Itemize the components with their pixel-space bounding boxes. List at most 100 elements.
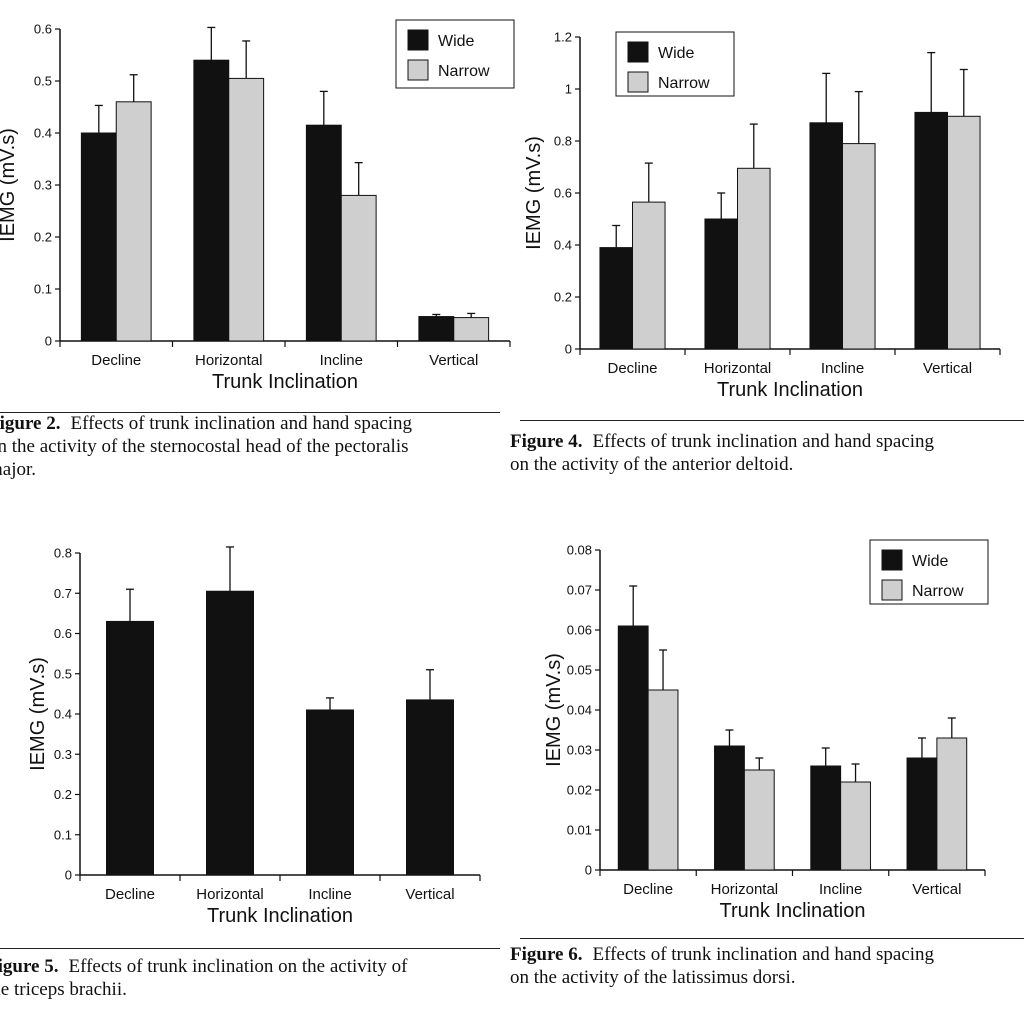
caption-text: Effects of trunk inclination on the acti…	[68, 956, 408, 977]
bar-wide-vertical	[906, 757, 938, 871]
y-axis-title: IEMG (mV.s)	[27, 657, 49, 771]
y-tick-label: 0.2	[554, 290, 572, 305]
y-tick-label: 0.01	[567, 823, 592, 838]
y-tick-label: 0.7	[54, 586, 72, 601]
legend: Wide Narrow	[395, 19, 515, 89]
bar-narrow-decline	[632, 201, 666, 350]
y-axis-title: IEMG (mV.s)	[543, 653, 565, 767]
legend-swatch	[881, 549, 903, 571]
x-tick-label: Decline	[105, 886, 155, 903]
y-tick-label: 0.4	[554, 238, 572, 253]
caption-fig4: Figure 4. Effects of trunk inclination an…	[510, 430, 1024, 476]
y-tick-label: 0.6	[54, 626, 72, 641]
bar-narrow-vertical	[936, 737, 968, 871]
y-tick-label: 0.8	[554, 134, 572, 149]
y-tick-label: 0.3	[34, 178, 52, 193]
bar-wide-decline	[617, 625, 649, 871]
legend-label: Narrow	[438, 63, 490, 80]
bar-value-horizontal	[206, 590, 254, 876]
bar-narrow-incline	[842, 143, 876, 350]
x-tick-label: Incline	[821, 360, 864, 377]
x-axis-title: Trunk Inclination	[207, 905, 353, 927]
legend-swatch	[627, 41, 649, 63]
caption-rule-fig4	[520, 420, 1024, 421]
y-tick-label: 0	[565, 342, 572, 357]
y-tick-label: 0.4	[54, 707, 72, 722]
x-tick-label: Decline	[91, 352, 141, 369]
legend: Wide Narrow	[869, 539, 989, 605]
bar-wide-incline	[810, 765, 842, 871]
caption-text: the triceps brachii.	[0, 979, 127, 1000]
caption-fig5: Figure 5. Effects of trunk inclination on…	[0, 955, 500, 1001]
caption-label: Figure 4.	[510, 431, 583, 452]
y-tick-label: 0	[45, 334, 52, 349]
y-tick-label: 0.2	[54, 787, 72, 802]
bar-wide-decline	[80, 132, 117, 342]
bar-wide-horizontal	[704, 218, 739, 350]
x-tick-label: Vertical	[923, 360, 972, 377]
bar-wide-horizontal	[714, 745, 745, 871]
bar-value-decline	[106, 620, 154, 876]
bar-wide-vertical	[418, 316, 455, 342]
caption-text: Effects of trunk inclination and hand sp…	[592, 431, 935, 452]
legend-swatch	[627, 71, 649, 93]
x-axis-title: Trunk Inclination	[212, 371, 358, 393]
bar-value-incline	[306, 709, 354, 876]
y-axis-title: IEMG (mV.s)	[0, 128, 19, 242]
y-tick-label: 0.03	[567, 743, 592, 758]
x-axis-title: Trunk Inclination	[717, 379, 863, 401]
caption-rule-fig5	[0, 948, 500, 949]
bar-narrow-decline	[115, 101, 152, 342]
x-tick-label: Horizontal	[704, 360, 772, 377]
y-tick-label: 0.3	[54, 747, 72, 762]
x-tick-label: Horizontal	[196, 886, 264, 903]
caption-fig6: Figure 6. Effects of trunk inclination an…	[510, 943, 1024, 989]
y-tick-label: 0.6	[34, 22, 52, 37]
legend-label: Wide	[912, 553, 949, 570]
chart-1: 0 0.1 0.2 0.3 0.4 0.5 0.6 Decline Horizontal Incl…	[0, 19, 515, 393]
x-tick-label: Vertical	[912, 881, 961, 898]
caption-label: Figure 2.	[0, 413, 61, 434]
bar-narrow-horizontal	[743, 769, 775, 871]
bar-wide-vertical	[914, 111, 949, 350]
legend-label: Narrow	[658, 75, 710, 92]
legend-label: Wide	[438, 33, 475, 50]
y-tick-label: 0.6	[554, 186, 572, 201]
y-tick-label: 0	[65, 868, 72, 883]
legend-label: Narrow	[912, 583, 964, 600]
y-tick-label: 0.2	[34, 230, 52, 245]
y-tick-label: 0.5	[54, 666, 72, 681]
legend-swatch	[881, 579, 903, 601]
y-tick-label: 0.04	[567, 703, 592, 718]
caption-fig2: Figure 2. Effects of trunk inclination an…	[0, 412, 500, 481]
bar-wide-incline	[809, 122, 844, 350]
y-tick-label: 0.1	[54, 827, 72, 842]
bar-narrow-vertical	[453, 317, 490, 342]
y-axis-title: IEMG (mV.s)	[523, 136, 545, 250]
y-tick-label: 0.5	[34, 74, 52, 89]
y-tick-label: 0	[585, 863, 592, 878]
bar-narrow-decline	[647, 689, 679, 871]
x-tick-label: Horizontal	[195, 352, 263, 369]
legend: Wide Narrow	[615, 31, 735, 97]
chart-2: 0 0.2 0.4 0.6 0.8 1 1.2 Decline Horizontal Inclin…	[523, 30, 1001, 401]
x-tick-label: Incline	[320, 352, 363, 369]
bar-value-vertical	[406, 699, 454, 876]
bar-wide-incline	[305, 124, 342, 342]
y-tick-label: 0.4	[34, 126, 52, 141]
bar-narrow-incline	[340, 194, 377, 342]
x-tick-label: Vertical	[405, 886, 454, 903]
x-tick-label: Decline	[607, 360, 657, 377]
caption-rule-fig2	[0, 412, 500, 413]
caption-text: on the activity of the anterior deltoid.	[510, 454, 794, 475]
y-tick-label: 0.8	[54, 546, 72, 561]
x-tick-label: Incline	[308, 886, 351, 903]
bar-narrow-incline	[840, 781, 871, 871]
bar-narrow-horizontal	[737, 167, 771, 350]
legend-swatch	[407, 59, 429, 81]
y-tick-label: 1	[565, 82, 572, 97]
x-axis-title: Trunk Inclination	[720, 900, 866, 922]
x-tick-label: Decline	[623, 881, 673, 898]
y-tick-label: 0.08	[567, 543, 592, 558]
